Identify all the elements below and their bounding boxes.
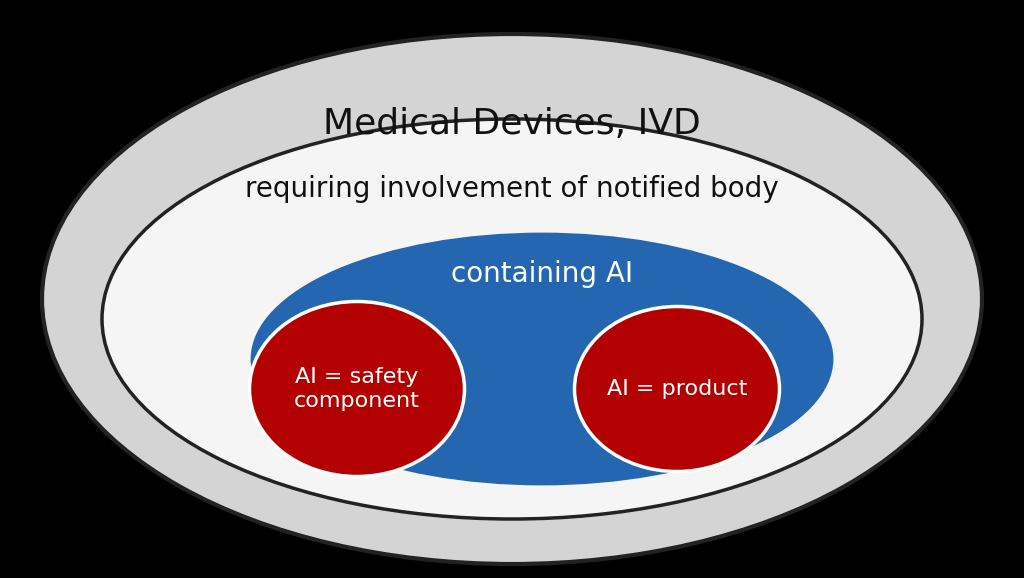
Ellipse shape <box>102 119 922 519</box>
Ellipse shape <box>574 306 779 472</box>
Text: requiring involvement of notified body: requiring involvement of notified body <box>245 175 779 203</box>
Text: containing AI: containing AI <box>451 260 633 288</box>
Ellipse shape <box>250 302 465 476</box>
Text: Medical Devices, IVD: Medical Devices, IVD <box>324 107 700 141</box>
Text: AI = product: AI = product <box>607 379 748 399</box>
Text: AI = safety
component: AI = safety component <box>294 368 420 410</box>
Ellipse shape <box>42 34 982 564</box>
Ellipse shape <box>252 234 831 484</box>
